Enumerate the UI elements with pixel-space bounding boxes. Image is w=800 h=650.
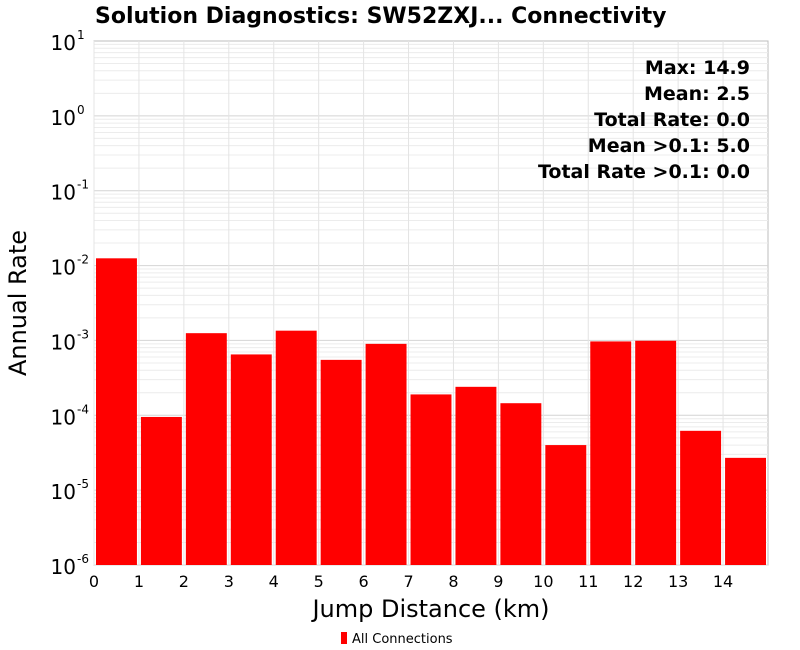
y-tick-exponent: -4 xyxy=(77,402,89,416)
x-tick-label: 7 xyxy=(403,572,413,591)
x-tick-label: 2 xyxy=(179,572,189,591)
x-tick-label: 1 xyxy=(134,572,144,591)
x-axis-ticks: 0 1 2 3 4 5 6 7 8 9 10 11 12 13 14 xyxy=(89,572,733,591)
bar-12 xyxy=(635,340,677,565)
legend: All Connections xyxy=(341,632,453,647)
x-tick-label: 5 xyxy=(314,572,324,591)
bar-0 xyxy=(96,258,137,565)
stats-box: Max: 14.9 Mean: 2.5 Total Rate: 0.0 Mean >0… xyxy=(538,57,750,183)
x-tick-label: 12 xyxy=(623,572,643,591)
stat-line: Total Rate: 0.0 xyxy=(594,109,750,131)
stat-line: Mean: 2.5 xyxy=(644,83,750,105)
x-tick-label: 13 xyxy=(668,572,688,591)
x-tick-label: 11 xyxy=(578,572,598,591)
y-tick-exponent: 1 xyxy=(77,28,85,42)
stat-line: Max: 14.9 xyxy=(645,57,750,79)
x-tick-label: 3 xyxy=(224,572,234,591)
stat-line: Mean >0.1: 5.0 xyxy=(588,135,750,157)
y-tick-exponent: -3 xyxy=(77,327,89,341)
bar-10 xyxy=(545,445,587,565)
bar-1 xyxy=(140,416,182,565)
stat-line: Total Rate >0.1: 0.0 xyxy=(538,161,750,183)
bar-6 xyxy=(365,343,407,565)
y-tick-label: 10 xyxy=(51,480,76,504)
x-axis-label: Jump Distance (km) xyxy=(310,595,549,623)
bar-2 xyxy=(185,333,227,565)
y-tick-exponent: -6 xyxy=(77,552,89,566)
x-tick-label: 0 xyxy=(89,572,99,591)
x-tick-label: 4 xyxy=(269,572,279,591)
bar-13 xyxy=(680,430,722,565)
bar-8 xyxy=(455,386,497,565)
y-tick-exponent: -1 xyxy=(77,178,89,192)
bar-5 xyxy=(320,359,362,565)
y-tick-exponent: 0 xyxy=(77,103,85,117)
legend-label: All Connections xyxy=(352,632,453,647)
legend-swatch xyxy=(341,632,347,644)
bar-9 xyxy=(500,403,542,565)
x-tick-label: 14 xyxy=(713,572,733,591)
y-tick-label: 10 xyxy=(51,31,76,55)
y-tick-exponent: -5 xyxy=(77,477,89,491)
bar-3 xyxy=(230,354,272,565)
y-tick-exponent: -2 xyxy=(77,253,89,267)
bar-7 xyxy=(410,394,452,565)
bar-4 xyxy=(275,330,317,565)
chart-title: Solution Diagnostics: SW52ZXJ... Connect… xyxy=(95,4,666,29)
y-tick-label: 10 xyxy=(51,405,76,429)
y-tick-label: 10 xyxy=(51,106,76,130)
bar-11 xyxy=(590,341,632,565)
y-tick-label: 10 xyxy=(51,330,76,354)
y-tick-label: 10 xyxy=(51,555,76,579)
x-tick-label: 9 xyxy=(493,572,503,591)
bar-14 xyxy=(725,457,766,565)
bars-group xyxy=(96,258,766,565)
x-tick-label: 6 xyxy=(359,572,369,591)
y-axis-label: Annual Rate xyxy=(4,230,32,376)
x-tick-label: 8 xyxy=(448,572,458,591)
y-tick-label: 10 xyxy=(51,256,76,280)
x-tick-label: 10 xyxy=(533,572,553,591)
y-tick-label: 10 xyxy=(51,181,76,205)
